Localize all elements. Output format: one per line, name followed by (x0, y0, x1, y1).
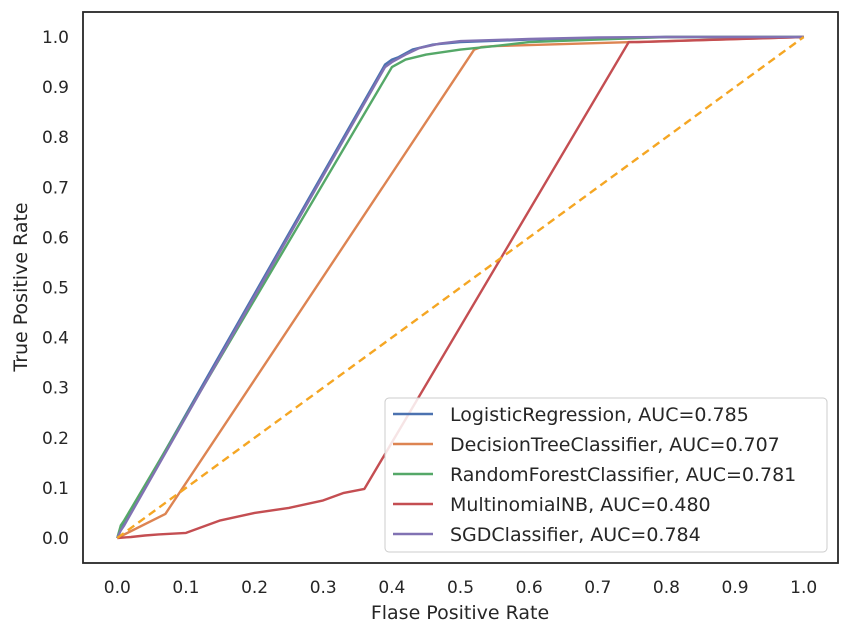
series-lines (116, 35, 805, 540)
x-tick-label: 0.4 (378, 578, 405, 598)
y-ticks: 0.0 0.1 0.2 0.3 0.4 0.5 0.6 0.7 0.8 0.9 1.0 (42, 28, 69, 549)
x-tick-label: 0.6 (516, 578, 543, 598)
y-axis-label: True Positive Rate (10, 202, 32, 372)
legend: LogisticRegression, AUC=0.785 DecisionTre… (384, 397, 828, 553)
y-tick-label: 0.4 (42, 329, 69, 349)
x-tick-label: 0.1 (172, 578, 199, 598)
series-line-4 (116, 35, 804, 539)
x-tick-label: 0.3 (310, 578, 337, 598)
x-tick-label: 0.0 (104, 578, 131, 598)
y-tick-label: 0.1 (42, 479, 69, 499)
y-tick-label: 1.0 (42, 28, 69, 48)
y-tick-label: 0.7 (42, 178, 69, 198)
x-tick-label: 0.9 (722, 578, 749, 598)
x-ticks: 0.0 0.1 0.2 0.3 0.4 0.5 0.6 0.7 0.8 0.9 1.0 (104, 578, 817, 598)
x-tick-label: 0.8 (653, 578, 680, 598)
x-tick-label: 0.2 (241, 578, 268, 598)
series-line-3 (117, 35, 804, 540)
legend-box (384, 397, 828, 553)
legend-label-2: RandomForestClassifier, AUC=0.781 (450, 464, 796, 486)
y-tick-label: 0.6 (42, 228, 69, 248)
x-tick-label: 1.0 (790, 578, 817, 598)
y-tick-label: 0.8 (42, 128, 69, 148)
y-tick-label: 0.3 (42, 379, 69, 399)
series-line-2 (116, 35, 804, 539)
x-axis-label: Flase Positive Rate (371, 602, 549, 624)
reference-diagonal-line (116, 36, 805, 539)
legend-label-4: SGDClassifier, AUC=0.784 (450, 524, 701, 546)
y-tick-label: 0.2 (42, 429, 69, 449)
legend-label-0: LogisticRegression, AUC=0.785 (450, 404, 749, 426)
y-tick-label: 0.9 (42, 78, 69, 98)
x-tick-label: 0.5 (447, 578, 474, 598)
legend-label-1: DecisionTreeClassifier, AUC=0.707 (450, 434, 780, 456)
y-tick-label: 0.5 (42, 279, 69, 299)
x-tick-label: 0.7 (584, 578, 611, 598)
y-tick-label: 0.0 (42, 529, 69, 549)
legend-label-3: MultinomialNB, AUC=0.480 (450, 494, 711, 516)
